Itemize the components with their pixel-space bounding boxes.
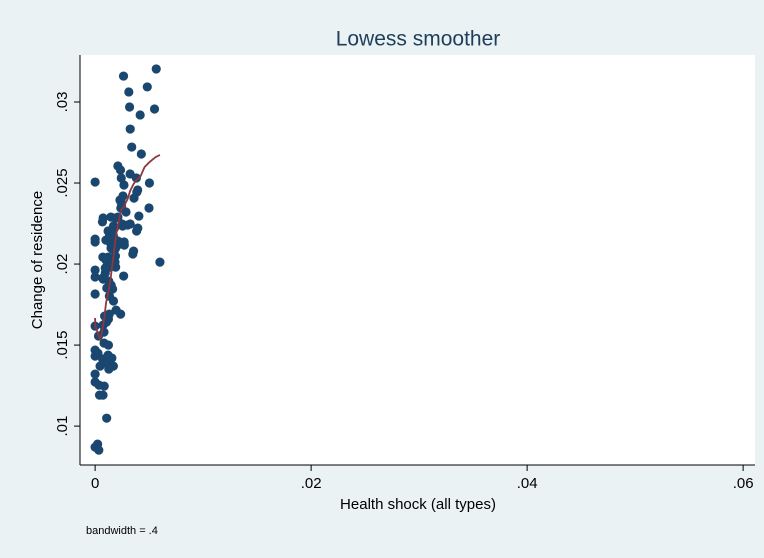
point (98, 213, 108, 223)
point (103, 340, 114, 350)
point (108, 296, 119, 306)
point (151, 64, 161, 74)
x-tick-label: .04 (517, 475, 538, 492)
point (127, 142, 137, 152)
point (102, 413, 112, 423)
point (144, 178, 155, 188)
point (107, 353, 117, 363)
point (124, 102, 135, 112)
point (118, 71, 129, 81)
point (124, 87, 134, 97)
point (155, 257, 165, 267)
point (125, 124, 135, 134)
point (136, 149, 146, 159)
point (108, 361, 118, 371)
y-tick-label: .01 (54, 416, 71, 437)
point (90, 177, 100, 187)
point (121, 207, 131, 217)
y-axis-label: Change of residence (29, 191, 46, 329)
lowess-line (94, 154, 161, 342)
point (131, 173, 141, 183)
point (90, 265, 100, 275)
point (149, 104, 160, 114)
point (111, 262, 121, 272)
point (90, 369, 100, 379)
x-tick-label: 0 (91, 475, 99, 492)
point (128, 246, 139, 256)
x-axis-label: Health shock (all types) (340, 496, 496, 513)
plot-area (80, 55, 755, 465)
point (90, 237, 100, 247)
point (133, 185, 143, 195)
y-tick-label: .025 (54, 168, 71, 197)
point (119, 271, 129, 281)
y-tick-label: .03 (54, 92, 71, 113)
point (116, 173, 126, 183)
point (94, 445, 104, 455)
chart-title: Lowess smoother (336, 28, 501, 51)
point (125, 219, 135, 229)
point (118, 191, 128, 201)
point (104, 309, 114, 319)
x-tick-label: .06 (733, 475, 754, 492)
point (144, 203, 154, 213)
point (90, 272, 100, 282)
point (119, 240, 129, 250)
point (115, 165, 126, 175)
y-tick-label: .02 (54, 254, 71, 275)
point (142, 82, 152, 92)
point (135, 110, 145, 120)
point (133, 223, 143, 233)
point (116, 309, 126, 319)
point (98, 390, 108, 400)
point (108, 284, 118, 294)
point (134, 211, 144, 221)
point (99, 381, 109, 391)
x-tick-label: .02 (301, 475, 322, 492)
y-tick-label: .015 (54, 330, 71, 359)
note: bandwidth = .4 (86, 525, 158, 537)
point (90, 289, 100, 299)
point (119, 180, 129, 190)
